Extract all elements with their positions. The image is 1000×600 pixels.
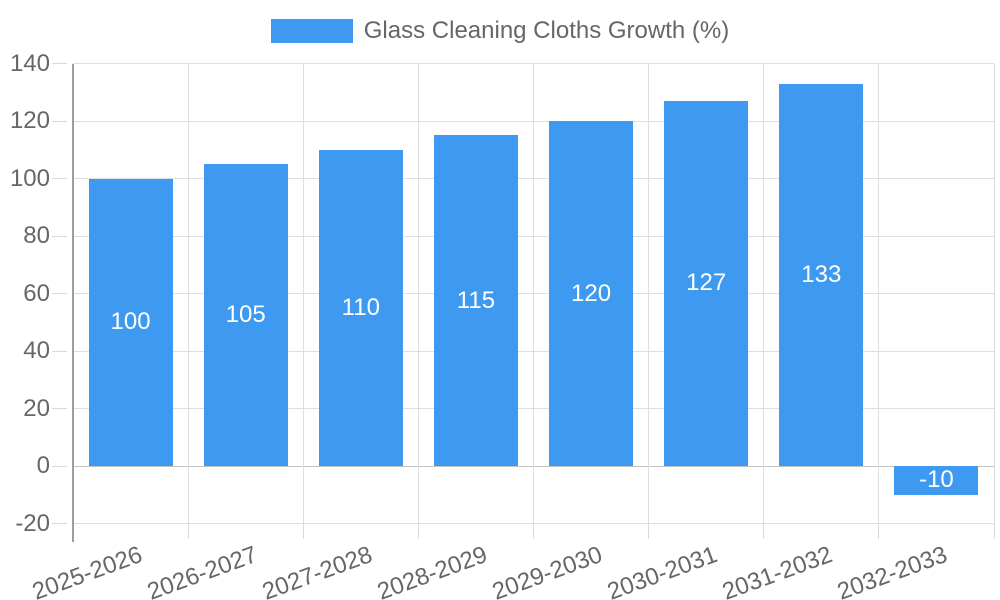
bar-2029-2030[interactable] — [549, 121, 634, 466]
y-axis-label: 60 — [23, 279, 50, 307]
y-tick-mark — [52, 350, 67, 352]
bar-value-label: -10 — [919, 466, 954, 494]
x-tick-mark — [648, 523, 650, 539]
x-gridline — [648, 63, 650, 524]
x-tick-mark — [533, 523, 534, 539]
bar-value-label: 127 — [686, 269, 727, 297]
x-tick-mark — [302, 523, 304, 539]
y-tick-mark — [52, 120, 67, 122]
y-axis-label: 80 — [23, 222, 50, 249]
bar-value-label: 100 — [110, 308, 151, 336]
bar-value-label: 120 — [571, 279, 612, 307]
y-tick-mark — [52, 465, 67, 467]
y-axis-label: -20 — [15, 509, 50, 537]
y-axis-label: 120 — [9, 107, 50, 134]
bar-value-label: 133 — [801, 260, 842, 288]
y-axis-label: 20 — [23, 394, 50, 422]
legend-swatch[interactable] — [270, 19, 353, 43]
bar-2031-2032[interactable] — [779, 83, 864, 466]
y-tick-mark — [52, 63, 67, 64]
bar-2027-2028[interactable] — [318, 149, 403, 466]
bar-value-label: 110 — [341, 293, 380, 321]
x-axis-label-2025-2026: 2025-2026 — [28, 540, 146, 600]
x-gridline — [417, 63, 419, 524]
x-axis-label-2032-2033: 2032-2033 — [834, 540, 952, 600]
y-tick-mark — [52, 523, 67, 524]
x-gridline — [763, 63, 765, 524]
y-axis-label: 40 — [23, 337, 50, 364]
bar-value-label: 105 — [225, 301, 266, 329]
y-axis-label: 100 — [9, 164, 50, 192]
y-tick-mark — [52, 235, 67, 237]
legend[interactable]: Glass Cleaning Cloths Growth (%) — [0, 17, 1000, 45]
x-axis-label-2028-2029: 2028-2029 — [373, 540, 491, 600]
bar-2025-2026[interactable] — [88, 178, 173, 466]
x-gridline — [302, 63, 304, 524]
bar-2028-2029[interactable] — [433, 135, 518, 466]
x-tick-mark — [763, 523, 765, 539]
x-tick-mark — [187, 523, 189, 539]
x-axis-label-2030-2031: 2030-2031 — [603, 540, 722, 600]
bar-value-label: 115 — [456, 286, 496, 314]
y-axis-line — [72, 63, 74, 542]
x-tick-mark — [417, 523, 419, 539]
x-gridline — [878, 63, 880, 524]
y-axis-label: 140 — [9, 49, 50, 77]
y-axis-label: 0 — [36, 452, 50, 479]
bar-2026-2027[interactable] — [203, 164, 288, 466]
y-tick-mark — [52, 408, 67, 409]
x-gridline — [993, 63, 995, 524]
x-tick-mark — [878, 523, 880, 539]
legend-label[interactable]: Glass Cleaning Cloths Growth (%) — [363, 17, 730, 44]
x-axis-label-2026-2027: 2026-2027 — [143, 540, 261, 600]
x-gridline — [533, 63, 534, 524]
x-gridline — [187, 63, 189, 524]
y-tick-mark — [52, 293, 67, 294]
y-tick-mark — [52, 178, 67, 179]
x-tick-mark — [993, 523, 995, 539]
x-axis-label-2029-2030: 2029-2030 — [488, 540, 606, 600]
x-axis-label-2031-2032: 2031-2032 — [719, 540, 837, 600]
x-axis-label-2027-2028: 2027-2028 — [258, 540, 376, 600]
bar-2030-2031[interactable] — [664, 100, 749, 466]
bar-2032-2033[interactable] — [894, 466, 979, 495]
